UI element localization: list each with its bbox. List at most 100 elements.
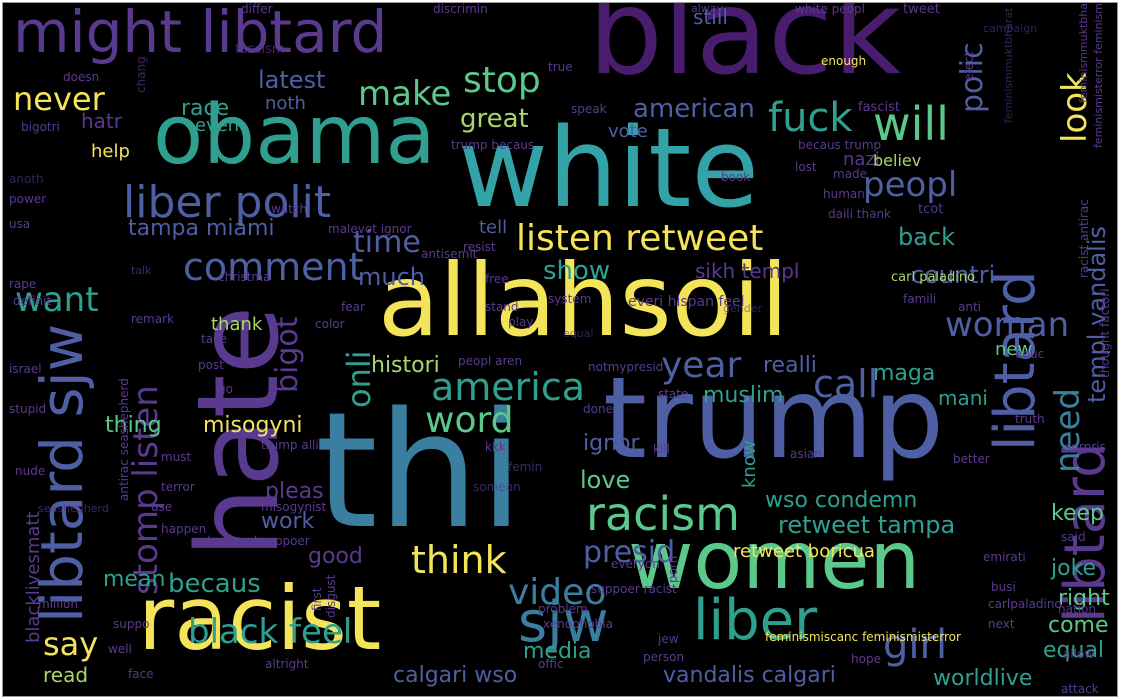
cloud-word: anoth (9, 172, 44, 186)
cloud-word: busi (991, 580, 1016, 594)
cloud-word: trump alli (261, 438, 319, 452)
cloud-word: seashepherd (38, 502, 109, 515)
cloud-word: israel (9, 362, 42, 376)
cloud-word: thought factori (1098, 288, 1112, 379)
cloud-word: thi (315, 377, 524, 564)
cloud-word: tweet (903, 2, 940, 17)
cloud-word: fear (341, 300, 365, 314)
cloud-word: fuck (768, 95, 853, 141)
cloud-word: peopl (863, 165, 958, 205)
cloud-word: pleas (265, 479, 324, 504)
cloud-word: histori (371, 353, 440, 378)
cloud-word: black feel (188, 612, 353, 652)
cloud-word: good (308, 544, 363, 569)
cloud-word: mean (103, 567, 166, 592)
cloud-word: bigotri (21, 120, 60, 134)
cloud-word: new (995, 339, 1033, 360)
cloud-word: allahsoil (378, 242, 789, 359)
cloud-word: alway (691, 2, 724, 15)
cloud-word: kill (653, 442, 670, 456)
cloud-word: chang (134, 56, 148, 93)
cloud-word: femin (508, 460, 543, 474)
cloud-word: doesn (63, 70, 100, 84)
cloud-word: happen (161, 522, 207, 536)
cloud-word: race (181, 96, 230, 121)
cloud-word: true (548, 60, 573, 74)
cloud-word: sjw (518, 590, 609, 655)
cloud-word: someon (473, 480, 521, 494)
cloud-word: bigot (270, 316, 305, 393)
cloud-word: remark (131, 312, 174, 326)
cloud-word: gender (723, 302, 762, 315)
cloud-word: allow (1063, 647, 1095, 661)
cloud-word: read (43, 663, 89, 687)
cloud-word: suppo (113, 617, 150, 631)
cloud-word: state (658, 387, 689, 401)
cloud-word: speak (571, 102, 607, 116)
cloud-word: wso condemn (765, 488, 918, 513)
cloud-word: presid (583, 535, 676, 570)
cloud-word: altright (265, 657, 309, 671)
cloud-word: offic (538, 657, 564, 671)
cloud-word: feminismmuktbharat (1002, 7, 1015, 123)
cloud-word: go (218, 382, 233, 396)
cloud-word: post (198, 358, 224, 372)
cloud-word: obama (153, 88, 436, 183)
cloud-word: antirac seashepherd (117, 378, 131, 501)
cloud-word: everi hispan feel (628, 294, 745, 310)
cloud-word: tampa miami (128, 216, 275, 241)
cloud-word: discrimin (433, 2, 488, 16)
cloud-word: anti (958, 300, 981, 314)
cloud-word: video (508, 572, 607, 613)
cloud-word: notmypresid (588, 360, 664, 374)
cloud-word: will (873, 97, 949, 151)
cloud-word: stupid (9, 402, 47, 416)
cloud-word: america (431, 365, 586, 409)
cloud-word: color (315, 317, 345, 331)
cloud-word: fascist (858, 100, 900, 115)
cloud-word: porn (666, 555, 680, 583)
cloud-word: realli (763, 353, 817, 378)
cloud-word: vandalis calgari (663, 663, 836, 688)
cloud-word: retweet tampa (778, 511, 956, 539)
cloud-word: think (411, 538, 507, 582)
cloud-word: differ (241, 2, 273, 16)
cloud-word: said (1061, 530, 1086, 544)
cloud-word: retweet boricua (733, 541, 875, 562)
cloud-word: racism (586, 487, 740, 541)
cloud-word: worldlive (933, 666, 1033, 691)
cloud-word: made (833, 167, 868, 181)
cloud-word: asian (790, 447, 822, 461)
cloud-word: comment (183, 245, 364, 289)
cloud-word: stand (485, 300, 519, 314)
cloud-word: person (643, 650, 685, 664)
cloud-word: work (261, 509, 315, 534)
cloud-word: play (508, 315, 534, 329)
cloud-word: mani (938, 386, 988, 410)
cloud-word: well (108, 642, 132, 656)
cloud-word: christma (218, 270, 271, 284)
cloud-word: women (628, 514, 921, 607)
cloud-word: right (1058, 586, 1110, 611)
cloud-word: definit (13, 294, 52, 308)
cloud-word: book (721, 170, 751, 184)
cloud-word: kkk (485, 440, 506, 454)
cloud-word: nude (15, 464, 46, 478)
cloud-word: truth (1015, 412, 1045, 426)
cloud-word: trump becaus (451, 138, 535, 152)
cloud-word: free (485, 272, 509, 286)
cloud-word: famili (903, 292, 937, 306)
cloud-word: hatr (81, 109, 122, 133)
cloud-word: million (38, 597, 78, 611)
cloud-word: call (813, 362, 879, 406)
cloud-word: latest (258, 66, 326, 94)
cloud-word: enough (821, 54, 867, 68)
cloud-word: might libtard (13, 2, 388, 66)
cloud-word: listen retweet (516, 218, 764, 259)
cloud-word: thing (105, 413, 162, 438)
cloud-word: thank (211, 314, 263, 335)
cloud-word: talk (131, 264, 152, 277)
cloud-word: fascism (235, 42, 285, 57)
cloud-word: terror (161, 480, 195, 494)
